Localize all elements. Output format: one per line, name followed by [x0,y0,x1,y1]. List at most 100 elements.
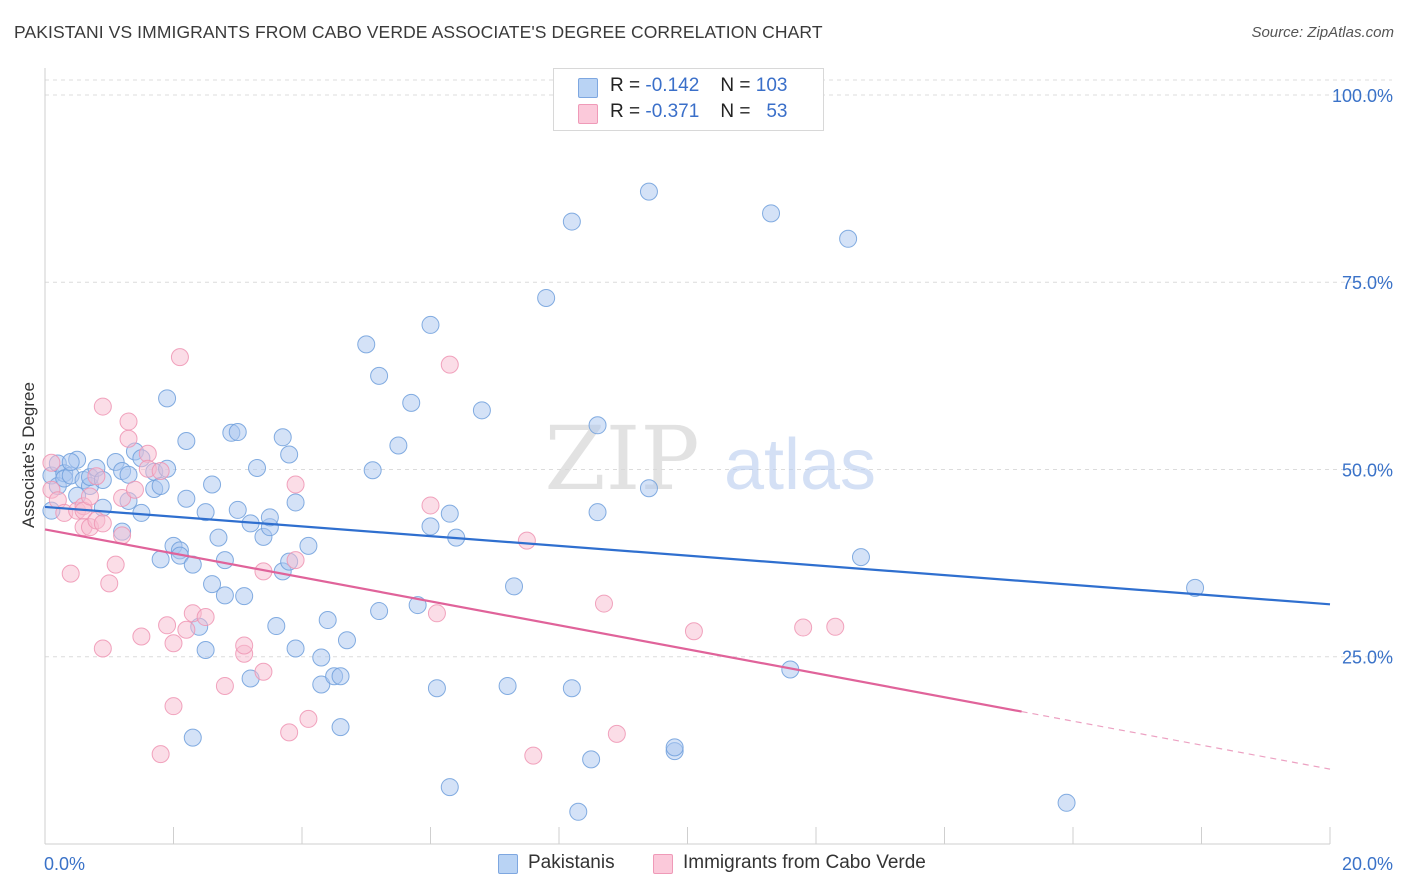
point-pakistanis [582,750,601,769]
point-cabo-verde [158,616,177,635]
bottom-legend-label: Immigrants from Cabo Verde [683,852,926,873]
point-pakistanis [235,587,254,606]
point-pakistanis [363,461,382,480]
point-cabo-verde [254,662,273,681]
source-label: Source: ZipAtlas.com [1251,24,1394,41]
point-pakistanis [209,528,228,547]
point-pakistanis [498,676,517,695]
point-pakistanis [196,641,215,660]
point-pakistanis [402,393,421,412]
point-cabo-verde [594,594,613,613]
point-pakistanis [299,536,318,555]
point-cabo-verde [113,488,132,507]
point-pakistanis [337,631,356,650]
point-pakistanis [215,586,234,605]
point-cabo-verde [517,531,536,550]
point-pakistanis [1186,578,1205,597]
data-points [42,182,1205,821]
y-tick-label: 25.0% [1342,648,1393,668]
legend-n-value: 103 [755,75,788,96]
point-cabo-verde [299,709,318,728]
chart-title: PAKISTANI VS IMMIGRANTS FROM CABO VERDE … [14,22,823,42]
point-pakistanis [370,366,389,385]
point-cabo-verde [196,608,215,627]
point-cabo-verde [607,724,626,743]
point-pakistanis [505,577,524,596]
point-pakistanis [370,602,389,621]
legend-n-value: 53 [766,101,788,122]
point-cabo-verde [826,617,845,636]
point-cabo-verde [280,723,299,742]
y-tick-label: 75.0% [1342,273,1393,293]
legend-n-label: N = [720,75,751,96]
y-axis-label: Associate's Degree [19,382,38,528]
point-pakistanis [389,436,408,455]
point-pakistanis [588,416,607,435]
legend-r-value: -0.142 [645,75,700,96]
watermark-zip: ZIP [544,407,699,510]
bottom-legend: Pakistanis Immigrants from Cabo Verde [0,852,1406,878]
point-cabo-verde [113,526,132,545]
point-pakistanis [177,432,196,451]
point-pakistanis [639,479,658,498]
legend-r-value: -0.371 [645,101,700,122]
point-pakistanis [260,508,279,527]
point-pakistanis [537,288,556,307]
point-pakistanis [331,718,350,737]
point-pakistanis [588,503,607,522]
point-pakistanis [357,335,376,354]
point-pakistanis [286,639,305,658]
legend-swatch-pink [578,104,598,124]
point-pakistanis [318,611,337,630]
point-pakistanis [215,551,234,570]
point-cabo-verde [177,620,196,639]
trend-line-solid [44,505,1331,606]
legend-swatch-blue [578,78,598,98]
point-cabo-verde [794,618,813,637]
point-pakistanis [1057,793,1076,812]
point-cabo-verde [164,634,183,653]
point-cabo-verde [151,745,170,764]
point-pakistanis [183,728,202,747]
trend-line-solid [44,528,1022,713]
point-cabo-verde [151,461,170,480]
point-cabo-verde [61,564,80,583]
point-pakistanis [119,465,138,484]
point-pakistanis [421,315,440,334]
point-cabo-verde [427,604,446,623]
point-pakistanis [267,617,286,636]
point-cabo-verde [42,453,61,472]
point-pakistanis [762,204,781,223]
point-pakistanis [839,229,858,248]
point-cabo-verde [286,475,305,494]
point-cabo-verde [164,697,183,716]
point-cabo-verde [93,397,112,416]
watermark-atlas: atlas [724,425,876,505]
point-cabo-verde [106,555,125,574]
point-cabo-verde [119,412,138,431]
point-pakistanis [203,475,222,494]
watermark: ZIP atlas [544,407,876,510]
point-pakistanis [177,489,196,508]
legend-box: R = -0.142 N = 103 R = -0.371 N = 53 [553,68,824,131]
trend-lines [44,505,1331,770]
point-pakistanis [312,648,331,667]
y-tick-label: 100.0% [1332,86,1393,106]
trend-line-dashed [1021,710,1331,770]
point-pakistanis [203,575,222,594]
point-cabo-verde [80,487,99,506]
point-pakistanis [286,493,305,512]
point-cabo-verde [440,355,459,374]
point-pakistanis [331,667,350,686]
point-pakistanis [562,679,581,698]
tick-labels: 25.0% 50.0% 75.0% 100.0% 0.0% 20.0% [44,86,1393,874]
point-cabo-verde [93,514,112,533]
point-cabo-verde [138,444,157,463]
point-cabo-verde [215,676,234,695]
point-cabo-verde [125,480,144,499]
legend-n-label: N = [720,101,751,122]
point-pakistanis [562,212,581,231]
point-pakistanis [569,802,588,821]
point-pakistanis [151,476,170,495]
